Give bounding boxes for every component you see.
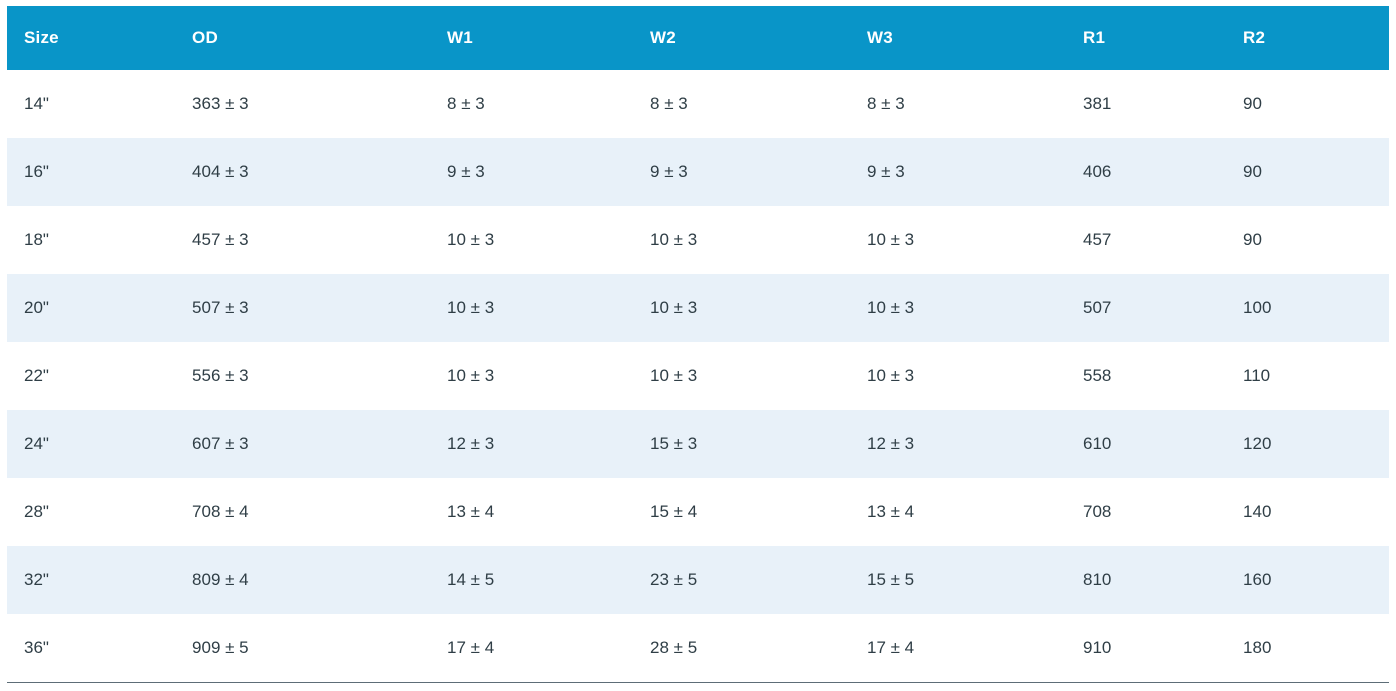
table-row: 28" 708 ± 4 13 ± 4 15 ± 4 13 ± 4 708 140 (7, 478, 1389, 546)
cell-size: 18" (24, 230, 49, 249)
cell-w1: 9 ± 3 (447, 162, 485, 181)
cell-size: 28" (24, 502, 49, 521)
cell-w2: 28 ± 5 (650, 637, 698, 657)
cell-od: 909 ± 5 (192, 637, 249, 657)
table-row: 24" 607 ± 3 12 ± 3 15 ± 3 12 ± 3 610 120 (7, 410, 1389, 478)
cell-r1: 810 (1083, 570, 1112, 589)
cell-r1: 910 (1083, 637, 1112, 657)
column-header-r1: R1 (1066, 6, 1227, 70)
cell-w1: 14 ± 5 (447, 570, 495, 589)
cell-r2: 90 (1243, 162, 1262, 181)
cell-w3: 17 ± 4 (867, 637, 915, 657)
cell-r2: 90 (1243, 230, 1262, 249)
cell-od: 809 ± 4 (192, 570, 249, 589)
column-header-size: Size (7, 6, 176, 70)
cell-w3: 12 ± 3 (867, 434, 915, 453)
cell-w2: 15 ± 3 (650, 434, 698, 453)
header-row: Size OD W1 W2 W3 R1 R2 (7, 6, 1389, 70)
cell-w1: 10 ± 3 (447, 366, 495, 385)
cell-w2: 23 ± 5 (650, 570, 698, 589)
table-row: 32" 809 ± 4 14 ± 5 23 ± 5 15 ± 5 810 160 (7, 546, 1389, 614)
cell-r2: 110 (1243, 366, 1271, 385)
column-header-w2: W2 (633, 6, 850, 70)
cell-r2: 140 (1243, 502, 1272, 521)
cell-r1: 610 (1083, 434, 1112, 453)
column-header-w3: W3 (850, 6, 1066, 70)
cell-od: 556 ± 3 (192, 366, 249, 385)
cell-w2: 8 ± 3 (650, 94, 688, 113)
table-body: 14" 363 ± 3 8 ± 3 8 ± 3 8 ± 3 381 90 16" 404 ± 3… (7, 70, 1389, 682)
cell-w3: 9 ± 3 (867, 162, 905, 181)
table-row: 14" 363 ± 3 8 ± 3 8 ± 3 8 ± 3 381 90 (7, 70, 1389, 138)
column-header-od: OD (175, 6, 431, 70)
cell-r2: 120 (1243, 434, 1272, 453)
cell-w3: 13 ± 4 (867, 502, 915, 521)
cell-w2: 15 ± 4 (650, 502, 698, 521)
cell-w1: 17 ± 4 (447, 637, 495, 657)
cell-size: 14" (24, 94, 49, 113)
cell-od: 507 ± 3 (192, 298, 249, 317)
cell-size: 20" (24, 298, 49, 317)
cell-od: 708 ± 4 (192, 502, 249, 521)
cell-w2: 10 ± 3 (650, 366, 698, 385)
cell-r2: 180 (1243, 637, 1272, 657)
cell-w1: 10 ± 3 (447, 298, 495, 317)
cell-w1: 12 ± 3 (447, 434, 495, 453)
column-header-w1: W1 (430, 6, 634, 70)
cell-r1: 457 (1083, 230, 1112, 249)
cell-w2: 9 ± 3 (650, 162, 688, 181)
cell-size: 36" (24, 637, 49, 657)
cell-od: 404 ± 3 (192, 162, 249, 181)
cell-r1: 507 (1083, 298, 1112, 317)
cell-r1: 406 (1083, 162, 1112, 181)
cell-w3: 10 ± 3 (867, 230, 915, 249)
table-row: 16" 404 ± 3 9 ± 3 9 ± 3 9 ± 3 406 90 (7, 138, 1389, 206)
table-row: 18" 457 ± 3 10 ± 3 10 ± 3 10 ± 3 457 90 (7, 206, 1389, 274)
cell-r1: 708 (1083, 502, 1112, 521)
cell-r2: 160 (1243, 570, 1272, 589)
cell-w1: 10 ± 3 (447, 230, 495, 249)
cell-w2: 10 ± 3 (650, 230, 698, 249)
cell-r1: 381 (1083, 94, 1112, 113)
cell-size: 24" (24, 434, 49, 453)
cell-r1: 558 (1083, 366, 1112, 385)
cell-od: 363 ± 3 (192, 94, 249, 113)
table-row: 22" 556 ± 3 10 ± 3 10 ± 3 10 ± 3 558 110 (7, 342, 1389, 410)
cell-w3: 10 ± 3 (867, 298, 915, 317)
cell-size: 16" (24, 162, 49, 181)
cell-size: 32" (24, 570, 49, 589)
table-row: 20" 507 ± 3 10 ± 3 10 ± 3 10 ± 3 507 100 (7, 274, 1389, 342)
cell-w2: 10 ± 3 (650, 298, 698, 317)
cell-w1: 8 ± 3 (447, 94, 485, 113)
cell-size: 22" (24, 366, 49, 385)
cell-r2: 90 (1243, 94, 1262, 113)
column-header-r2: R2 (1226, 6, 1389, 70)
cell-w3: 10 ± 3 (867, 366, 915, 385)
table-row: 36" 909 ± 5 17 ± 4 28 ± 5 17 ± 4 910 180 (7, 614, 1389, 682)
cell-od: 607 ± 3 (192, 434, 249, 453)
cell-w1: 13 ± 4 (447, 502, 495, 521)
size-spec-table: Size OD W1 W2 W3 R1 R2 14" 363 ± 3 8 ± 3 8 ± 3 8 ±… (7, 6, 1389, 683)
cell-w3: 15 ± 5 (867, 570, 915, 589)
cell-r2: 100 (1243, 298, 1272, 317)
cell-w3: 8 ± 3 (867, 94, 905, 113)
cell-od: 457 ± 3 (192, 230, 249, 249)
